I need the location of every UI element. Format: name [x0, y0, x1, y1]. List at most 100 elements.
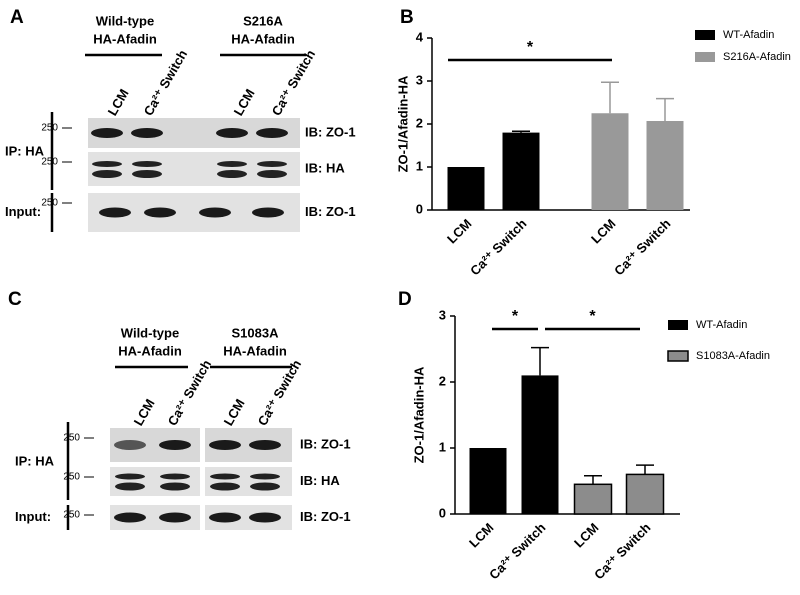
blot-band: [250, 482, 280, 491]
blot-band: [249, 512, 281, 523]
y-tick-label: 1: [416, 158, 423, 173]
blot-band: [249, 440, 281, 450]
blot-band: [257, 161, 287, 167]
blot-band: [114, 440, 146, 450]
legend-swatch: [667, 350, 689, 362]
blot-band: [252, 207, 284, 218]
x-tick-label: Ca²⁺ Switch: [486, 520, 548, 582]
marker-label: 250: [41, 157, 58, 168]
ib-label: IB: ZO-1: [305, 204, 356, 219]
group-label: Wild-type: [96, 13, 154, 28]
legend-label: WT-Afadin: [723, 29, 774, 41]
x-tick-label: Ca²⁺ Switch: [591, 520, 653, 582]
blot-band: [159, 440, 191, 450]
y-tick-label: 2: [439, 373, 446, 388]
blot-band: [115, 482, 145, 491]
blot-band: [216, 128, 248, 138]
y-tick-label: 4: [416, 29, 424, 44]
y-tick-label: 3: [416, 72, 423, 87]
bar: [573, 483, 613, 515]
ip-label: IP: HA: [15, 453, 55, 468]
marker-label: 250: [63, 510, 80, 521]
bar: [521, 375, 559, 514]
ib-label: IB: ZO-1: [305, 124, 356, 139]
blot-band: [217, 161, 247, 167]
lane-label: LCM: [105, 86, 132, 118]
blot-band: [92, 161, 122, 167]
blot-band: [131, 128, 163, 138]
lane-label: LCM: [231, 86, 258, 118]
bar: [469, 448, 507, 514]
blot-band: [209, 512, 241, 523]
legend-swatch: [695, 52, 715, 62]
group-label: HA-Afadin: [223, 343, 287, 358]
group-label: HA-Afadin: [93, 31, 157, 46]
y-axis-label: ZO-1/Afadin-HA: [395, 75, 410, 172]
blot-band: [99, 207, 131, 218]
blot-band: [144, 207, 176, 218]
blot-band: [199, 207, 231, 218]
legend-label: WT-Afadin: [696, 319, 747, 331]
x-tick-label: Ca²⁺ Switch: [611, 216, 673, 278]
blot-band: [115, 473, 145, 480]
significance-star: *: [512, 308, 519, 325]
blot-band: [250, 473, 280, 480]
group-label: S1083A: [232, 325, 280, 340]
blot-band: [210, 473, 240, 480]
bar: [591, 113, 629, 210]
ip-label: IP: HA: [5, 143, 45, 158]
lane-label: LCM: [131, 396, 158, 428]
y-axis-label: ZO-1/Afadin-HA: [411, 366, 426, 463]
bar: [502, 132, 540, 210]
y-tick-label: 3: [439, 307, 446, 322]
blot-band: [160, 473, 190, 480]
blot-band: [92, 170, 122, 178]
ib-label: IB: HA: [300, 473, 340, 488]
significance-star: *: [589, 308, 596, 325]
blot-band: [132, 170, 162, 178]
group-label: Wild-type: [121, 325, 179, 340]
blot-band: [91, 128, 123, 138]
y-tick-label: 1: [439, 439, 446, 454]
marker-label: 250: [41, 123, 58, 134]
bar: [646, 120, 684, 210]
group-label: HA-Afadin: [231, 31, 295, 46]
x-tick-label: LCM: [444, 216, 475, 247]
lane-label: LCM: [221, 396, 248, 428]
bar: [625, 473, 665, 515]
y-tick-label: 0: [439, 505, 446, 520]
marker-label: 250: [63, 433, 80, 444]
lane-label: Ca²⁺ Switch: [141, 47, 191, 118]
legend-swatch: [668, 320, 688, 330]
blot-band: [114, 512, 146, 523]
x-tick-label: LCM: [466, 520, 497, 551]
input-label: Input:: [5, 204, 41, 219]
significance-star: *: [527, 39, 534, 56]
blot-strip: [88, 152, 300, 186]
blot-strip: [110, 467, 200, 496]
x-tick-label: Ca²⁺ Switch: [467, 216, 529, 278]
group-label: HA-Afadin: [118, 343, 182, 358]
bar: [447, 167, 485, 210]
blot-band: [257, 170, 287, 178]
blot-band: [160, 482, 190, 491]
ib-label: IB: ZO-1: [300, 509, 351, 524]
input-label: Input:: [15, 509, 51, 524]
y-tick-label: 2: [416, 115, 423, 130]
marker-label: 250: [41, 198, 58, 209]
panel-letter: A: [10, 7, 24, 28]
x-tick-label: LCM: [571, 520, 602, 551]
blot-band: [217, 170, 247, 178]
panel-letter: B: [400, 7, 414, 28]
ib-label: IB: HA: [305, 160, 345, 175]
ib-label: IB: ZO-1: [300, 436, 351, 451]
blot-band: [209, 440, 241, 450]
lane-label: Ca²⁺ Switch: [269, 47, 319, 118]
legend-label: S1083A-Afadin: [696, 350, 770, 362]
blot-band: [210, 482, 240, 491]
legend-label: S216A-Afadin: [723, 51, 791, 63]
blot-band: [132, 161, 162, 167]
marker-label: 250: [63, 472, 80, 483]
group-label: S216A: [243, 13, 283, 28]
